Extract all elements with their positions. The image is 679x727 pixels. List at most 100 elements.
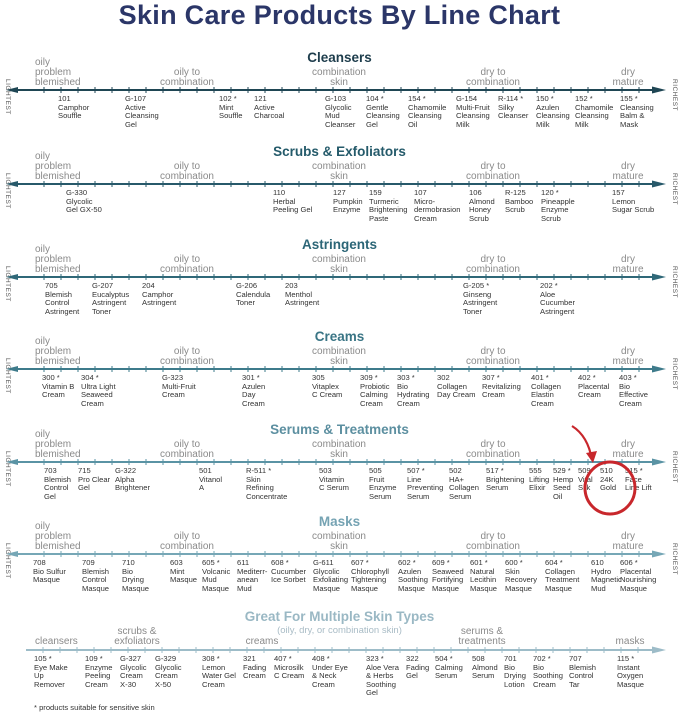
product-code: 102 * xyxy=(219,94,237,103)
product-code: 322 xyxy=(406,654,419,663)
product-label: G-154 Multi-Fruit Cleansing Milk xyxy=(456,94,490,129)
product-name: Mint Masque xyxy=(170,566,198,585)
skin-type-label: oily to combination xyxy=(160,531,214,552)
product-label: 501 Vitanol A xyxy=(199,466,222,493)
product-code: 152 * xyxy=(575,94,593,103)
product-name: Blemish Control Astringent xyxy=(45,289,80,316)
product-name: Active Charcoal xyxy=(254,102,285,121)
product-label: 204 Camphor Astringent xyxy=(142,281,176,308)
product-name: Bio Sulfur Masque xyxy=(33,566,66,585)
axis-line xyxy=(6,86,666,94)
product-name: Micro- dermobrasion Cream xyxy=(414,196,461,223)
product-name: Glycolic Cream X-30 xyxy=(120,662,147,689)
product-label: G-205 * Ginseng Astringent Toner xyxy=(463,281,497,316)
product-code: 602 * xyxy=(398,558,416,567)
product-code: 503 xyxy=(319,466,332,475)
product-label: G-330 Glycolic Gel GX-50 xyxy=(66,188,102,215)
product-label: 105 * Eye Make Up Remover xyxy=(34,654,68,689)
product-name: Silky Cleanser xyxy=(498,102,529,121)
product-label: G-207 Eucalyptus Astringent Toner xyxy=(92,281,129,316)
product-label: 106 Almond Honey Scrub xyxy=(469,188,495,223)
product-label: 157 Lemon Sugar Scrub xyxy=(612,188,654,215)
product-label: 203 Menthol Astringent xyxy=(285,281,319,308)
product-label: 508 Almond Serum xyxy=(472,654,498,681)
product-name: Collagen Treatment Masque xyxy=(545,566,580,593)
product-code: 600 * xyxy=(505,558,523,567)
product-label: 607 * Chlorophyll Tightening Masque xyxy=(351,558,389,593)
skin-type-label: oily problem blemished xyxy=(35,336,81,367)
arrow-right-icon xyxy=(652,86,666,94)
product-code: 159 xyxy=(369,188,382,197)
richest-label: RICHEST xyxy=(671,451,678,484)
product-name: Natural Lecithin Masque xyxy=(470,566,498,593)
product-code: 529 * xyxy=(553,466,571,475)
section-title: Masks xyxy=(318,514,361,529)
product-label: 403 * Bio Effective Cream xyxy=(619,373,648,408)
product-name: Azulen Soothing Masque xyxy=(398,566,428,593)
product-label: 604 * Collagen Treatment Masque xyxy=(545,558,580,593)
product-label: 104 * Gentle Cleansing Gel xyxy=(366,94,400,129)
product-label: 121 Active Charcoal xyxy=(254,94,285,121)
skin-type-label: dry to combination xyxy=(466,67,520,88)
product-name: Bio Drying Lotion xyxy=(504,662,526,689)
product-label: R-125 Bamboo Scrub xyxy=(505,188,533,215)
product-code: 110 xyxy=(273,188,286,197)
product-code: G-206 xyxy=(236,281,258,290)
richest-label: RICHEST xyxy=(671,173,678,206)
product-code: 607 * xyxy=(351,558,369,567)
product-code: 106 xyxy=(469,188,482,197)
product-code: 154 * xyxy=(408,94,426,103)
arrow-left-icon xyxy=(6,181,18,187)
product-code: G-330 xyxy=(66,188,88,197)
product-label: 127 Pumpkin Enzyme xyxy=(333,188,363,215)
product-label: 110 Herbal Peeling Gel xyxy=(273,188,313,215)
product-name: Bio Drying Masque xyxy=(122,566,150,593)
axis-line xyxy=(6,365,666,373)
product-label: 304 * Ultra Light Seaweed Cream xyxy=(81,373,116,408)
section-subtitle: (oily, dry, or combination skin) xyxy=(277,625,402,636)
product-code: 701 xyxy=(504,654,517,663)
product-name: Fruit Enzyme Serum xyxy=(369,474,397,501)
chart-section-cleansers: Cleansers oily problem blemished oily to c… xyxy=(0,50,679,145)
product-name: Mediterr- anean Mud xyxy=(237,566,268,593)
skin-type-label: dry to combination xyxy=(466,531,520,552)
product-label: G-329 Glycolic Cream X-50 xyxy=(155,654,182,689)
product-code: 608 * xyxy=(271,558,289,567)
product-name: Microsilk C Cream xyxy=(274,662,305,681)
product-code: 109 * xyxy=(85,654,103,663)
richest-label: RICHEST xyxy=(671,266,678,299)
product-name: Herbal Peeling Gel xyxy=(273,196,313,215)
product-code: 202 * xyxy=(540,281,558,290)
chart-section-serums-treatments: Serums & Treatments oily problem blemishe… xyxy=(0,422,679,517)
product-label: 202 * Aloe Cucumber Astringent xyxy=(540,281,575,316)
product-code: 505 xyxy=(369,466,382,475)
product-name: Calendula Toner xyxy=(236,289,271,308)
skin-type-label: combination skin xyxy=(312,531,366,552)
product-name: Azulen Day Cream xyxy=(242,381,266,408)
product-name: Probiotic Calming Cream xyxy=(360,381,390,408)
arrow-right-icon xyxy=(652,458,666,466)
arrow-left-icon xyxy=(6,87,18,93)
section-title: Cleansers xyxy=(307,50,372,65)
arrow-left-icon xyxy=(6,366,18,372)
product-label: 159 Turmeric Brightening Paste xyxy=(369,188,407,223)
skin-type-label: dry mature xyxy=(612,67,644,88)
product-label: 608 * Cucumber Ice Sorbet xyxy=(271,558,306,585)
product-label: 305 Vitaplex C Cream xyxy=(312,373,342,400)
product-label: 102 * Mint Souffle xyxy=(219,94,243,121)
product-code: 610 xyxy=(591,558,604,567)
product-name: Pumpkin Enzyme xyxy=(333,196,363,215)
product-name: Collagen Day Cream xyxy=(437,381,476,400)
chart-section-masks: Masks oily problem blemished oily to combi… xyxy=(0,514,679,609)
arrow-right-icon xyxy=(652,273,666,281)
product-name: Chamomile Cleansing Oil xyxy=(408,102,447,129)
skin-type-label: oily to combination xyxy=(160,67,214,88)
product-label: 602 * Azulen Soothing Masque xyxy=(398,558,428,593)
product-name: Gentle Cleansing Gel xyxy=(366,102,400,129)
product-label: 610 Hydro Magnetic Mud xyxy=(591,558,622,593)
product-name: Glycolic Mud Cleanser xyxy=(325,102,356,129)
product-label: 302 Collagen Day Cream xyxy=(437,373,476,400)
product-code: 301 * xyxy=(242,373,260,382)
product-code: G-103 xyxy=(325,94,347,103)
product-name: Chlorophyll Tightening Masque xyxy=(351,566,389,593)
